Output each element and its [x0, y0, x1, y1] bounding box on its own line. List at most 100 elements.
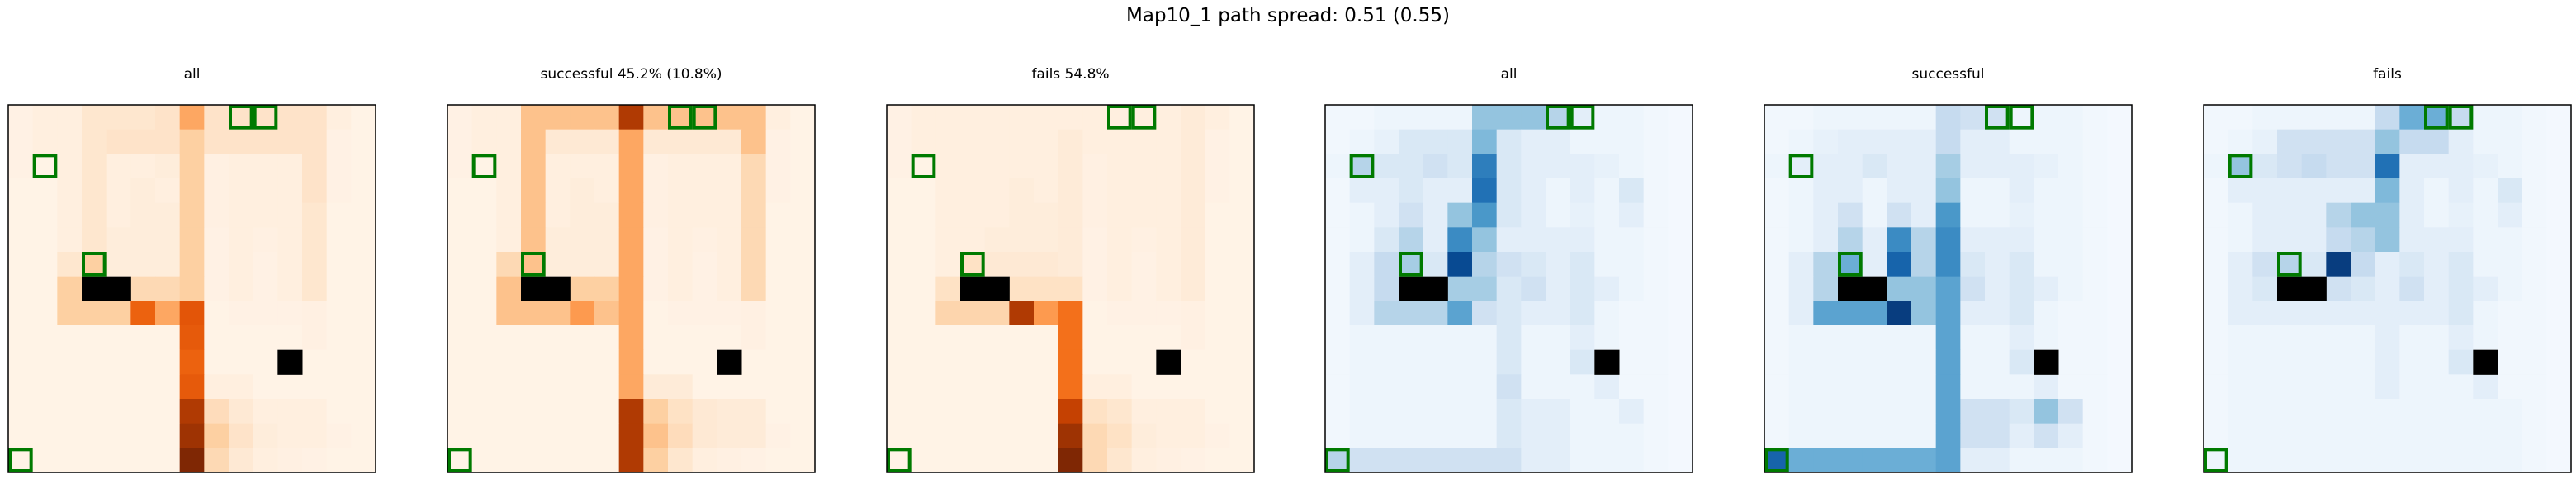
heatmap-cell	[204, 227, 230, 253]
heatmap-cell	[130, 154, 156, 179]
heatmap-cell	[594, 423, 620, 448]
heatmap-cell	[668, 227, 694, 253]
heatmap-cell	[1764, 301, 1790, 326]
heatmap-cell	[32, 349, 58, 375]
heatmap-cell	[2034, 105, 2059, 130]
heatmap-cell	[765, 129, 791, 154]
heatmap-cell	[2546, 374, 2572, 400]
heatmap-cell	[253, 154, 278, 179]
heatmap-cell	[1546, 227, 1571, 253]
heatmap-cell	[277, 178, 303, 204]
heatmap-cell	[1447, 325, 1473, 351]
heatmap-cell	[2228, 252, 2253, 277]
heatmap-cell	[1472, 178, 1498, 204]
heatmap-cell	[570, 129, 595, 154]
heatmap-cell	[2399, 301, 2425, 326]
heatmap-cell	[717, 154, 742, 179]
heatmap-cell	[155, 399, 181, 424]
heatmap-cell	[1131, 202, 1157, 228]
heatmap-cell	[2252, 227, 2278, 253]
heatmap-cell	[1131, 129, 1157, 154]
target-marker	[229, 105, 253, 130]
heatmap-cell	[1668, 178, 1693, 204]
heatmap-cell	[2546, 227, 2572, 253]
heatmap-cell	[668, 178, 694, 204]
heatmap-cell	[302, 448, 328, 473]
heatmap-cell	[594, 105, 620, 130]
heatmap-cell	[1960, 374, 1986, 400]
heatmap-cell	[1668, 202, 1693, 228]
heatmap-cell	[1423, 349, 1448, 375]
heatmap-cell	[1423, 325, 1448, 351]
heatmap-cell	[229, 301, 254, 326]
heatmap-cell	[1668, 154, 1693, 179]
heatmap-cell	[2326, 301, 2351, 326]
heatmap-svg	[886, 104, 1255, 473]
heatmap-cell	[496, 448, 522, 473]
heatmap-cell	[1862, 374, 1887, 400]
heatmap-cell	[594, 399, 620, 424]
heatmap-cell	[2277, 129, 2303, 154]
heatmap-cell	[2034, 448, 2059, 473]
heatmap-cell	[1764, 129, 1790, 154]
heatmap-cell	[351, 129, 376, 154]
heatmap-cell	[2277, 301, 2303, 326]
heatmap-cell	[2301, 423, 2327, 448]
heatmap-cell	[1668, 227, 1693, 253]
heatmap-cell	[229, 448, 254, 473]
heatmap-cell	[204, 325, 230, 351]
heatmap-cell	[130, 448, 156, 473]
heatmap-cell	[179, 374, 205, 400]
heatmap-cell	[2277, 448, 2303, 473]
heatmap-cell	[1960, 202, 1986, 228]
heatmap-cell	[2522, 202, 2547, 228]
heatmap-cell	[155, 448, 181, 473]
heatmap-cell	[204, 154, 230, 179]
heatmap-cell	[326, 399, 352, 424]
heatmap-cell	[1764, 276, 1790, 301]
heatmap-cell	[1181, 252, 1206, 277]
heatmap-cell	[1107, 154, 1133, 179]
heatmap-cell	[1619, 423, 1645, 448]
heatmap-cell	[1911, 227, 1937, 253]
heatmap-cell	[130, 374, 156, 400]
target-marker	[1985, 105, 2010, 130]
heatmap-cell	[130, 399, 156, 424]
heatmap-cell	[1181, 178, 1206, 204]
heatmap-cell	[1009, 374, 1035, 400]
heatmap-cell	[57, 178, 83, 204]
heatmap-cell	[1034, 374, 1059, 400]
heatmap-cell	[155, 301, 181, 326]
heatmap-cell	[1668, 105, 1693, 130]
heatmap-cell	[179, 325, 205, 351]
heatmap-cell	[1887, 301, 1912, 326]
heatmap-cell	[935, 448, 961, 473]
heatmap-cell	[204, 423, 230, 448]
heatmap-cell	[2473, 252, 2498, 277]
heatmap-cell	[179, 227, 205, 253]
heatmap-cell	[2277, 349, 2303, 375]
heatmap-cell	[351, 154, 376, 179]
heatmap-cell	[618, 252, 644, 277]
heatmap-cell	[1643, 178, 1669, 204]
heatmap-cell	[1546, 178, 1571, 204]
heatmap-cell	[1181, 325, 1206, 351]
heatmap-cell	[1229, 129, 1255, 154]
heatmap-cell	[2399, 227, 2425, 253]
heatmap-cell	[1156, 105, 1181, 130]
heatmap-cell	[1862, 423, 1887, 448]
heatmap-cell	[2204, 325, 2229, 351]
heatmap-cell	[618, 448, 644, 473]
heatmap-cell	[1229, 399, 1255, 424]
heatmap-cell	[179, 202, 205, 228]
heatmap-cell	[1423, 301, 1448, 326]
heatmap-cell	[1205, 154, 1230, 179]
heatmap-cell	[471, 252, 497, 277]
heatmap-cell	[570, 276, 595, 301]
heatmap-cell	[2375, 399, 2400, 424]
heatmap-cell	[106, 349, 131, 375]
heatmap-cell	[1668, 423, 1693, 448]
heatmap-cell	[2107, 252, 2133, 277]
heatmap-cell	[1374, 448, 1399, 473]
heatmap-cell	[2498, 202, 2523, 228]
